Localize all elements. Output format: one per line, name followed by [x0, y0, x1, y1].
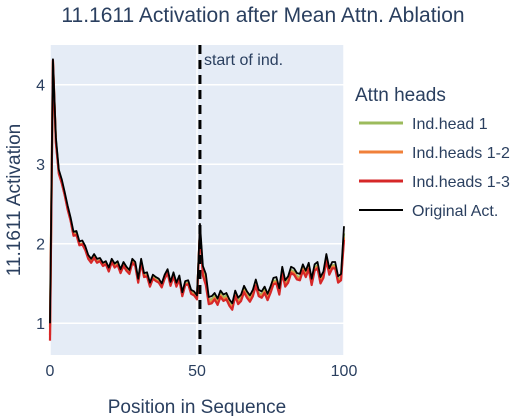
x-tick-label: 100 [331, 363, 358, 380]
legend-title: Attn heads [355, 85, 446, 106]
legend-entry: Ind.heads 1-2 [412, 145, 510, 162]
series-layer [48, 58, 346, 341]
y-tick-label: 4 [36, 78, 45, 95]
x-axis-title: Position in Sequence [108, 397, 287, 416]
x-tick-label: 0 [46, 363, 55, 380]
series-line-original-act- [49, 58, 345, 324]
y-tick-label: 2 [36, 237, 45, 254]
legend-items: Ind.head 1 Ind.heads 1-2 Ind.heads 1-3 Orig… [359, 116, 510, 220]
legend-entry: Ind.heads 1-3 [412, 174, 510, 191]
gridlines [49, 45, 345, 355]
legend-entry: Ind.head 1 [412, 116, 488, 133]
y-tick-label: 1 [36, 316, 45, 333]
y-axis-ticks: 1 2 3 4 [36, 78, 45, 333]
x-axis-ticks: 0 50 100 [46, 363, 358, 380]
chart-title: 11.1611 Activation after Mean Attn. Abla… [61, 4, 464, 27]
y-tick-label: 3 [36, 157, 45, 174]
y-axis-title: 11.1611 Activation [4, 124, 25, 276]
series-line-ind-heads-1-3 [48, 58, 346, 341]
legend-entry: Original Act. [412, 203, 498, 220]
start-of-ind-label: start of ind. [204, 52, 283, 69]
annotation-layer: start of ind. [198, 45, 283, 355]
x-tick-label: 50 [188, 363, 206, 380]
